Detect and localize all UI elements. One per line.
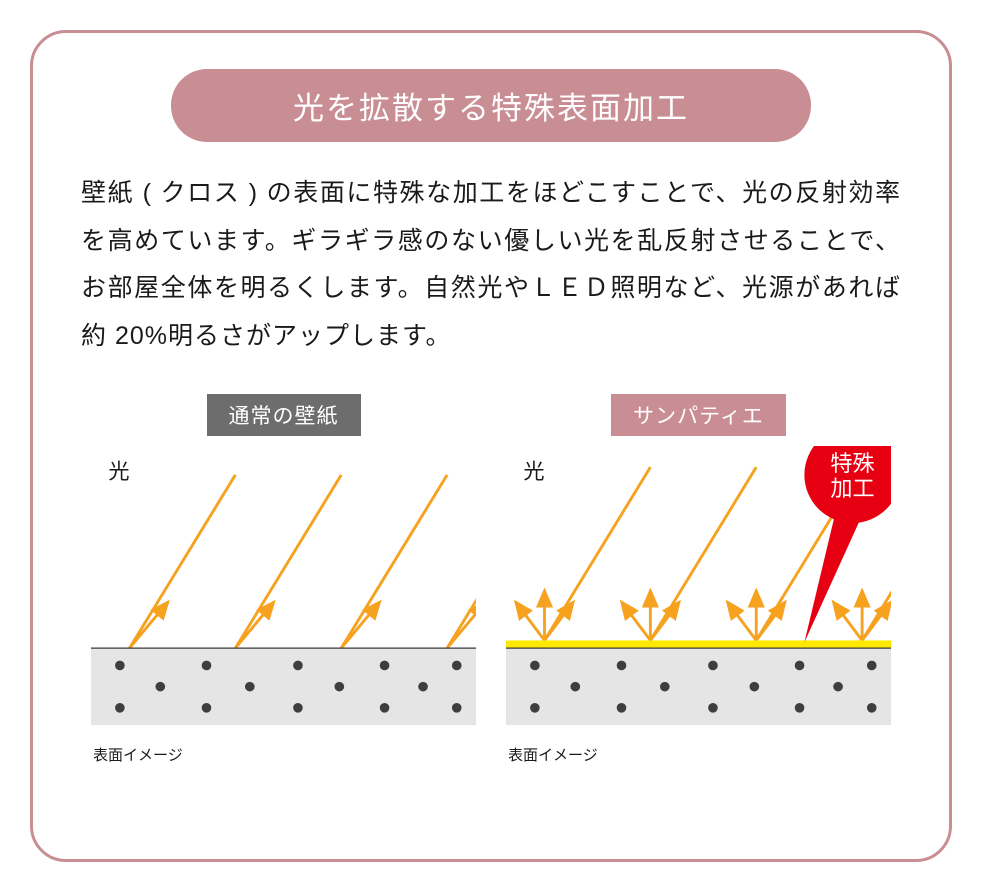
diagram-normal: 通常の壁紙 光 表面イメージ xyxy=(91,394,476,765)
surface-caption-normal: 表面イメージ xyxy=(93,744,183,765)
diagram-svg-normal: 光 xyxy=(91,446,476,740)
diagrams-row: 通常の壁紙 光 表面イメージ サンパティエ 光 特殊加工 表面イメージ xyxy=(81,394,901,765)
diagram-label-special: サンパティエ xyxy=(611,394,786,436)
title-pill: 光を拡散する特殊表面加工 xyxy=(171,69,811,142)
diagram-label-normal: 通常の壁紙 xyxy=(207,394,361,436)
info-card: 光を拡散する特殊表面加工 壁紙 ( クロス ) の表面に特殊な加工をほどこすこと… xyxy=(30,30,952,862)
diagram-svg-special: 光 特殊加工 xyxy=(506,446,891,740)
surface-caption-special: 表面イメージ xyxy=(508,744,598,765)
body-text: 壁紙 ( クロス ) の表面に特殊な加工をほどこすことで、光の反射効率を高めてい… xyxy=(81,170,901,360)
svg-text:光: 光 xyxy=(108,460,129,484)
diagram-special: サンパティエ 光 特殊加工 表面イメージ xyxy=(506,394,891,765)
svg-text:特殊: 特殊 xyxy=(830,451,874,476)
svg-text:光: 光 xyxy=(523,460,544,484)
svg-text:加工: 加工 xyxy=(830,476,874,501)
